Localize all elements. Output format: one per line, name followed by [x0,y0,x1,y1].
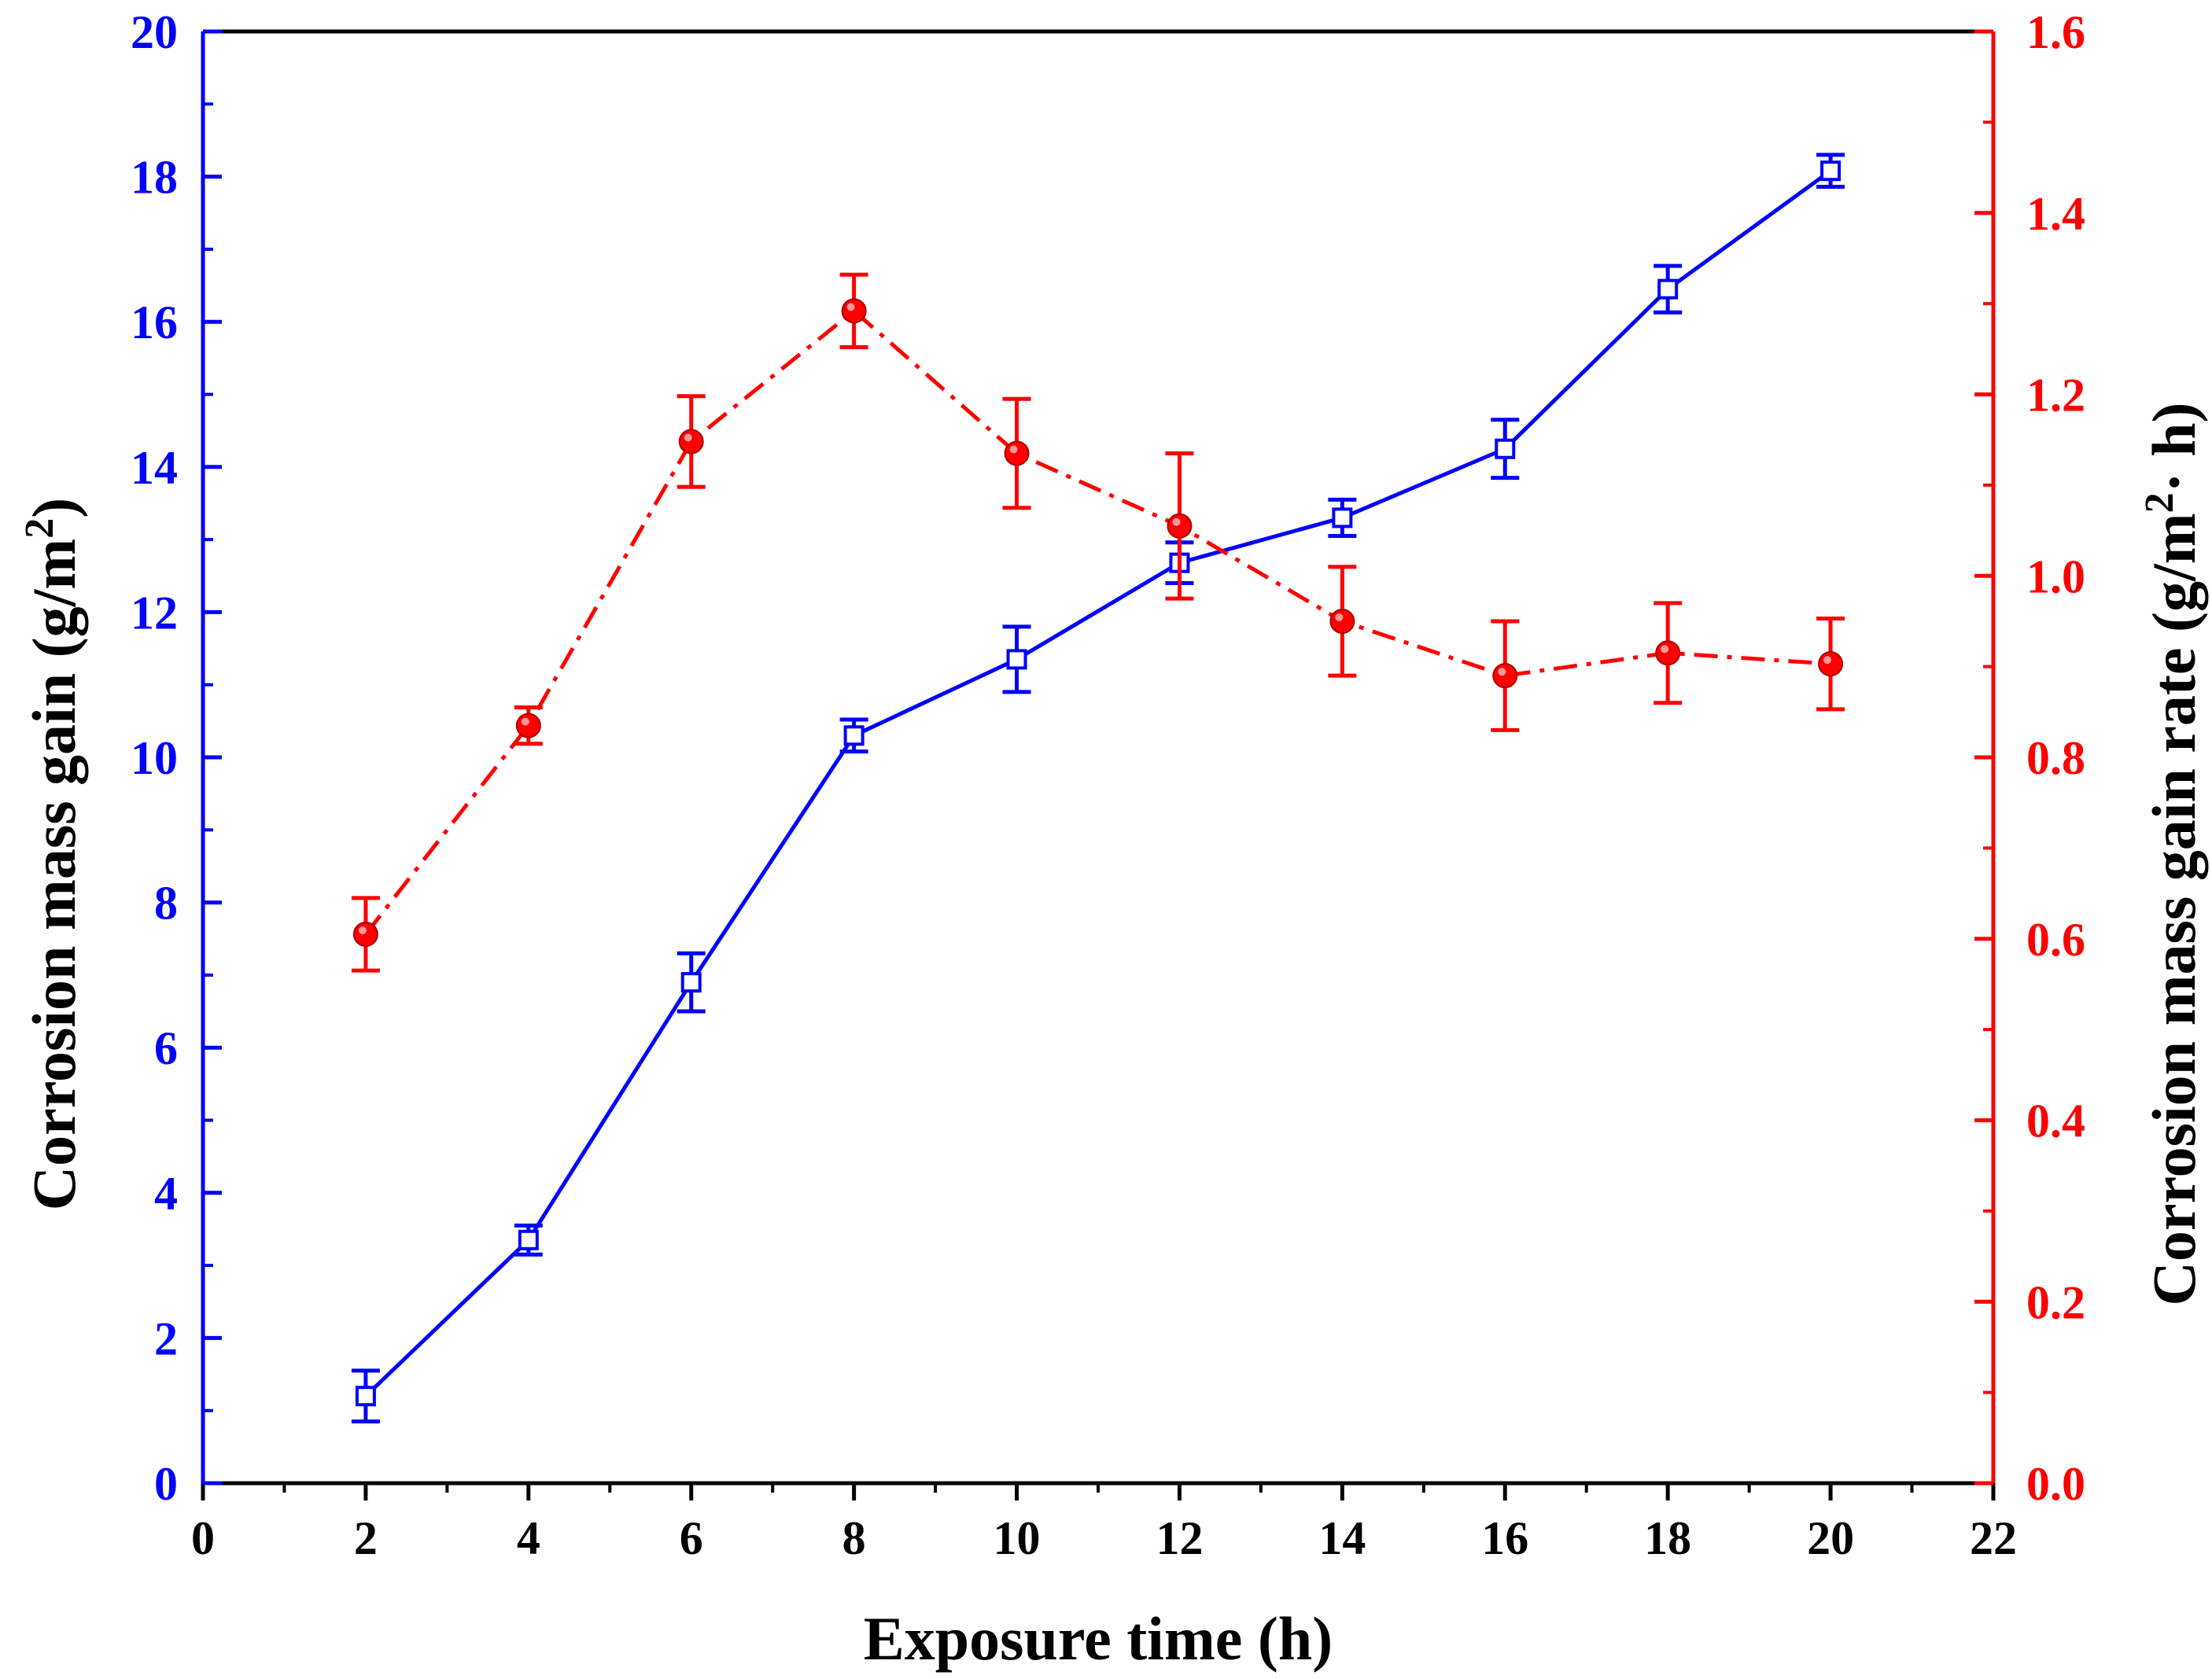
right-y-tick-label: 1.0 [2026,550,2085,602]
x-tick-label: 18 [1644,1512,1691,1564]
x-tick-label: 12 [1156,1512,1203,1564]
rate-point [515,712,541,738]
left-y-tick-label: 14 [131,442,178,494]
rate-point [352,921,378,947]
rate-point-highlight [358,926,367,934]
axes-layer: 0 2 4 6 8 10 12 14 16 18 20 22 0 2 4 6 8 10 12 14 16 18 20 0.0 0… [131,6,2085,1564]
right-y-tick-label: 0.0 [2026,1458,2085,1510]
x-tick-label: 20 [1807,1512,1854,1564]
rate-series-line [363,308,1831,936]
left-y-tick-label: 8 [154,878,178,930]
rate-point-highlight [684,433,692,442]
right-y-tick-label: 0.6 [2026,914,2085,966]
left-y-tick-label: 20 [131,6,178,58]
rate-point [1329,608,1355,634]
series-layer [351,153,1845,1424]
mass-gain-point [1657,278,1679,300]
rate-point [1655,640,1681,666]
rate-point-highlight [846,303,855,311]
x-tick-label: 16 [1481,1512,1528,1564]
x-tick-label: 0 [191,1512,215,1564]
left-y-tick-label: 2 [154,1313,178,1364]
rate-point-highlight [1009,445,1018,454]
mass-gain-point [1820,160,1841,182]
mass-gain-point [1495,438,1516,459]
rate-point [841,298,867,324]
mass-gain-series-line [364,169,1832,1398]
left-y-tick-label: 18 [131,152,178,204]
rate-point-highlight [1335,613,1344,621]
rate-point-highlight [521,717,529,726]
x-tick-label: 10 [994,1512,1041,1564]
mass-gain-point [680,972,702,993]
right-y-tick-label: 0.2 [2026,1276,2085,1328]
x-tick-label: 22 [1970,1512,2017,1564]
mass-gain-point [843,725,865,746]
x-tick-label: 8 [842,1512,866,1564]
rate-point-highlight [1172,517,1181,526]
mass-gain-point [518,1229,539,1250]
mass-gain-point [1006,649,1027,670]
right-y-tick-label: 1.6 [2026,6,2085,58]
right-y-tick-label: 1.4 [2026,188,2085,240]
x-tick-label: 14 [1318,1512,1366,1564]
left-y-tick-label: 12 [131,587,178,639]
left-y-axis-title: Corrosion mass gain (g/m2) [17,498,88,1210]
x-tick-label: 4 [517,1512,540,1564]
right-y-tick-label: 0.8 [2026,732,2085,784]
rate-point-highlight [1498,668,1506,676]
rate-point-highlight [1823,656,1832,665]
x-axis-title: Exposure time (h) [864,1604,1333,1673]
left-y-tick-label: 16 [131,296,178,348]
x-tick-label: 2 [354,1512,378,1564]
rate-point [1167,513,1193,539]
rate-point [1492,663,1518,689]
x-tick-label: 6 [680,1512,703,1564]
mass-gain-point [355,1386,376,1407]
rate-point [678,429,704,455]
left-y-tick-label: 4 [154,1168,178,1220]
rate-point [1818,651,1844,677]
rate-point-highlight [1661,645,1669,654]
right-y-axis-title: Corrosion mass gain rate (g/m2· h) [2137,402,2208,1305]
mass-gain-point [1332,507,1353,528]
rate-point [1004,440,1030,466]
right-y-tick-label: 1.2 [2026,370,2085,422]
left-y-tick-label: 10 [131,732,178,784]
left-y-tick-label: 0 [154,1458,178,1510]
left-y-tick-label: 6 [154,1022,178,1074]
right-y-tick-label: 0.4 [2026,1095,2085,1147]
